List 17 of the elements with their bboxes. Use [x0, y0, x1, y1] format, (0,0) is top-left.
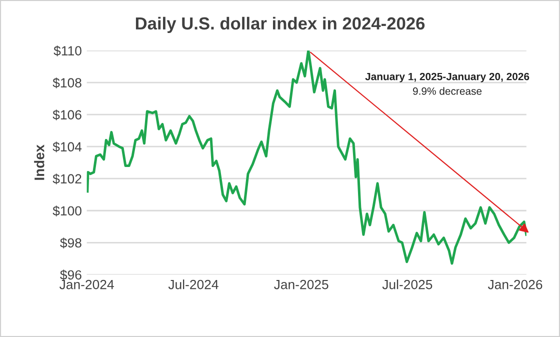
chart-title: Daily U.S. dollar index in 2024-2026	[136, 16, 425, 34]
x-tick-label: Jan-2026	[488, 280, 542, 290]
y-tick-label: $104	[52, 142, 82, 152]
y-tick-label: $106	[52, 110, 82, 120]
y-tick-label: $98	[60, 238, 82, 248]
y-axis-title: Index	[34, 144, 44, 180]
x-tick-label: Jul-2024	[168, 280, 218, 290]
y-tick-label: $108	[52, 78, 82, 88]
y-tick-label: $100	[52, 206, 82, 216]
x-tick-label: Jan-2025	[274, 280, 328, 290]
annotation: January 1, 2025-January 20, 2026	[365, 72, 530, 82]
y-tick-label: $102	[52, 174, 82, 184]
x-tick-label: Jul-2025	[382, 280, 432, 290]
x-tick-label: Jan-2024	[60, 280, 114, 290]
y-tick-label: $110	[54, 46, 82, 56]
y-tick-label: $96	[60, 270, 82, 280]
annotation: 9.9% decrease	[413, 87, 482, 95]
